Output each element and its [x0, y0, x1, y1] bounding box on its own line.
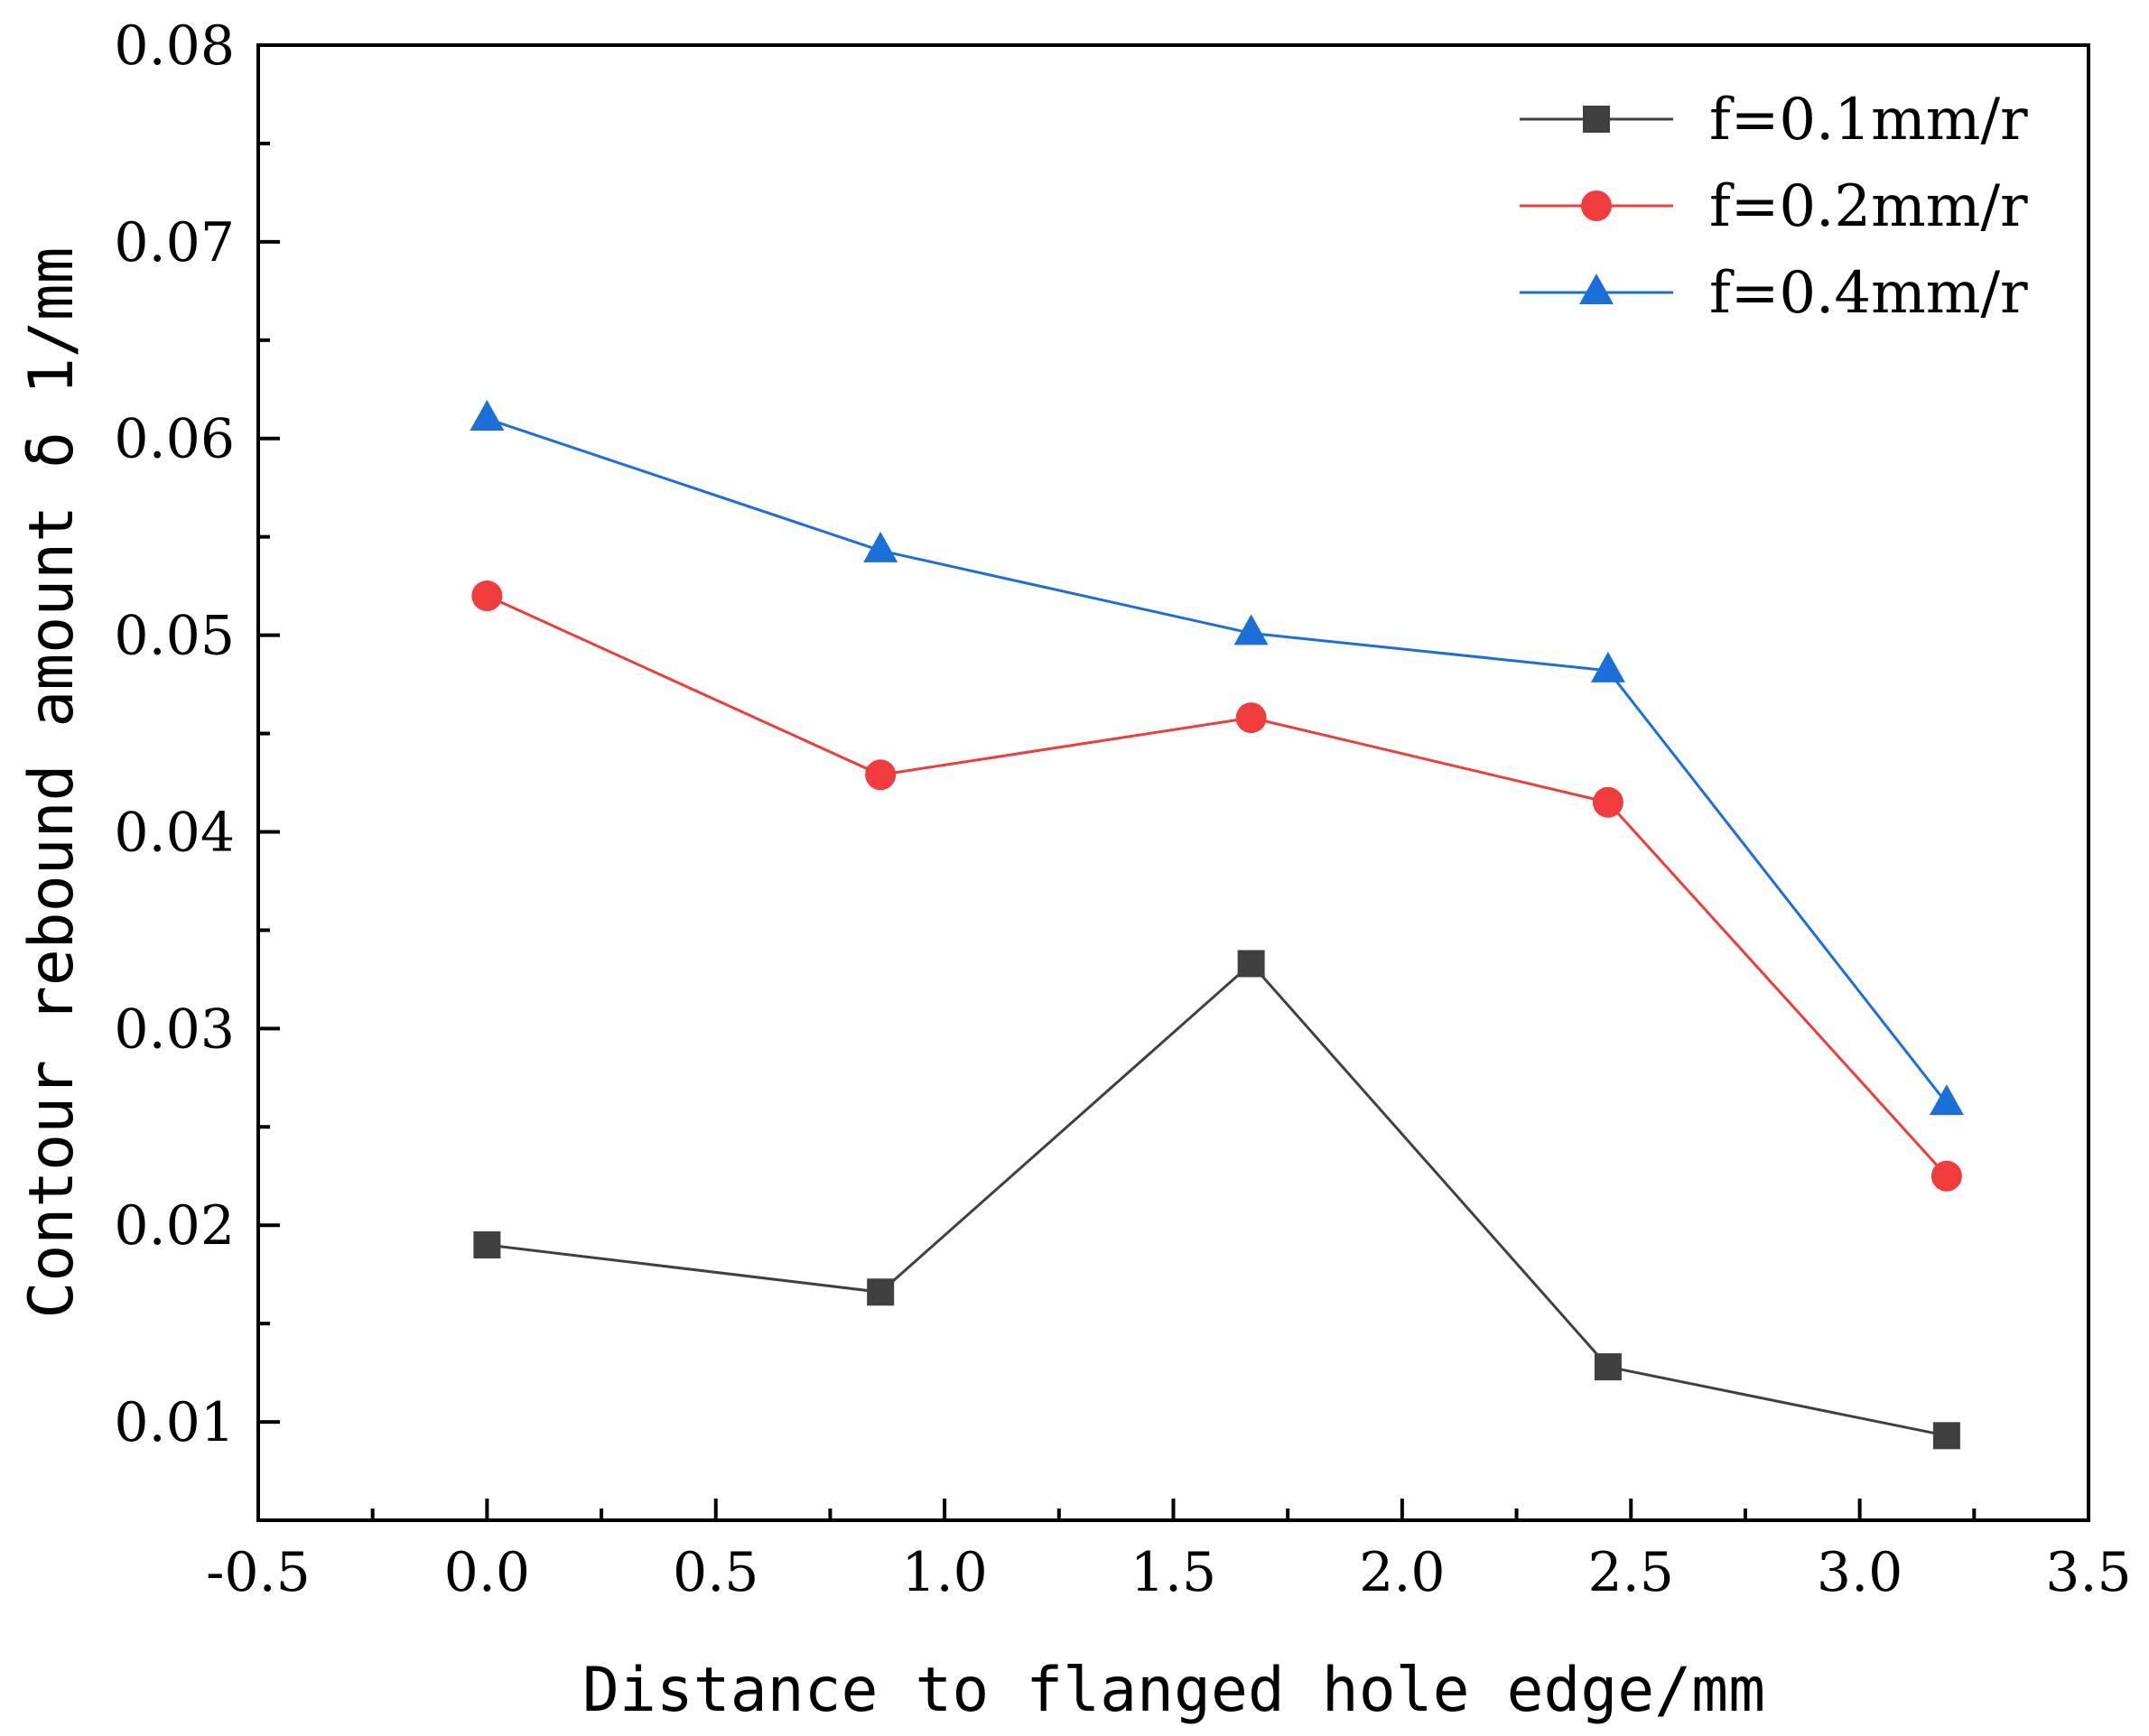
data-point: [470, 399, 505, 431]
y-axis: 0.01 0.02 0.03 0.04 0.05 0.06 0.07 0.08: [114, 14, 280, 1454]
x-tick-label: -0.5: [206, 1541, 311, 1604]
legend-label: f=0.4mm/r: [1709, 260, 2028, 327]
legend: f=0.1mm/r f=0.2mm/r f=0.4mm/r: [1520, 87, 2028, 327]
x-tick-label: 0.0: [444, 1541, 530, 1604]
x-tick-label: 2.0: [1359, 1541, 1445, 1604]
y-tick-label: 0.05: [114, 605, 235, 668]
x-tick-label: 1.5: [1130, 1541, 1216, 1604]
y-tick-label: 0.03: [114, 998, 235, 1061]
y-tick-label: 0.04: [114, 801, 235, 864]
x-tick-label: 1.0: [901, 1541, 987, 1604]
y-tick-label: 0.08: [114, 14, 235, 78]
data-point: [1235, 702, 1267, 734]
x-tick-label: 2.5: [1588, 1541, 1674, 1604]
legend-item: f=0.4mm/r: [1520, 260, 2028, 327]
series-2: [471, 580, 1962, 1192]
y-tick-label: 0.07: [114, 211, 235, 274]
series-line: [486, 417, 1949, 1105]
y-axis-title: Contour rebound amount δ 1/mm: [16, 246, 88, 1318]
y-tick-label: 0.02: [114, 1194, 235, 1258]
series-line: [487, 961, 1948, 1437]
data-point: [867, 1278, 895, 1306]
data-point: [863, 531, 898, 562]
legend-item: f=0.2mm/r: [1520, 173, 2028, 240]
x-tick-label: 3.0: [1817, 1541, 1902, 1604]
data-point: [1932, 1422, 1960, 1450]
data-point: [1237, 950, 1265, 978]
data-point: [1233, 614, 1269, 645]
legend-label: f=0.2mm/r: [1709, 173, 2028, 240]
data-point: [1929, 1084, 1964, 1116]
data-point: [1590, 651, 1625, 682]
legend-marker: [1579, 274, 1614, 304]
data-point: [865, 759, 897, 791]
series-layer: [470, 399, 1964, 1450]
data-point: [473, 1230, 501, 1258]
series-1: [473, 950, 1960, 1450]
data-point: [1594, 1353, 1622, 1381]
legend-marker: [1583, 106, 1610, 133]
x-axis: -0.5 0.0 0.5 1.0 1.5 2.0 2.5 3.0 3.5: [206, 1499, 2132, 1604]
legend-marker: [1581, 190, 1612, 221]
data-point: [1592, 786, 1623, 818]
data-point: [471, 580, 503, 612]
x-tick-label: 3.5: [2045, 1541, 2131, 1604]
legend-label: f=0.1mm/r: [1709, 87, 2028, 153]
x-tick-label: 0.5: [673, 1541, 758, 1604]
series-3: [470, 399, 1964, 1116]
y-tick-label: 0.01: [114, 1391, 235, 1454]
legend-item: f=0.1mm/r: [1520, 87, 2028, 153]
series-line: [486, 594, 1949, 1177]
data-point: [1930, 1160, 1962, 1192]
x-axis-title: Distance to flanged hole edge/mm: [582, 1655, 1765, 1726]
y-tick-label: 0.06: [114, 408, 235, 471]
